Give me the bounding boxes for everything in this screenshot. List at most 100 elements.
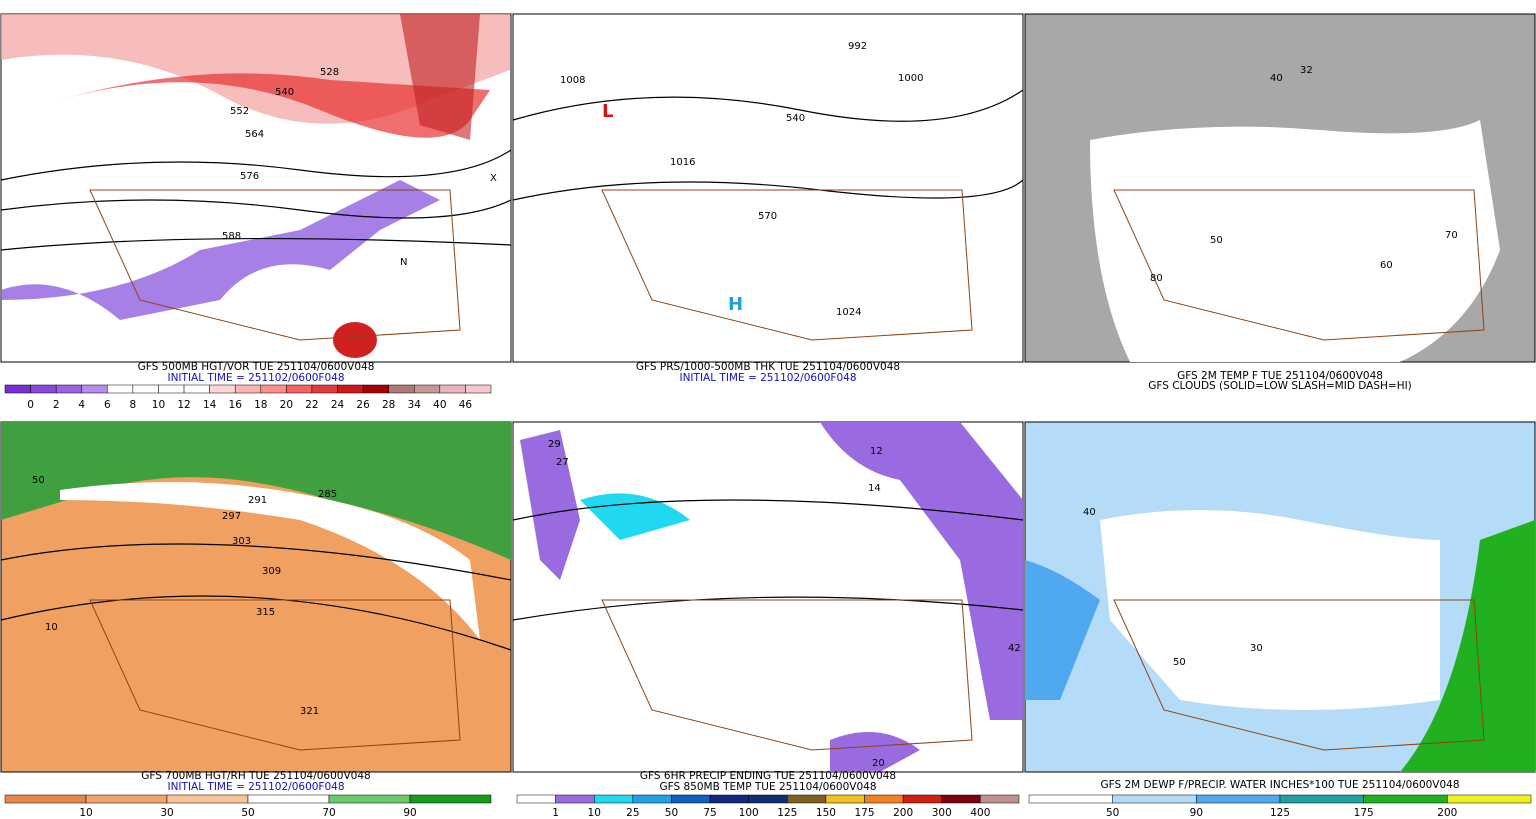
colorbar-label: 125 (777, 807, 797, 819)
colorbar-swatch (1112, 794, 1197, 804)
colorbar-swatch (81, 384, 108, 394)
colorbar-label: 10 (152, 399, 165, 411)
colorbar-label: 2 (53, 399, 60, 411)
caption: GFS 700MB HGT/RH TUE 251104/0600V048 (141, 770, 370, 782)
contour-label: 297 (222, 511, 241, 522)
colorbar-label: 300 (932, 807, 952, 819)
contours (0, 89, 1024, 651)
colorbar-label: 24 (331, 399, 345, 411)
temp-label: 29 (548, 439, 561, 450)
low-symbol: L (602, 101, 613, 122)
thickness-label: 540 (786, 113, 805, 124)
caption: INITIAL TIME = 251102/0600F048 (167, 372, 344, 384)
caption: INITIAL TIME = 251102/0600F048 (679, 372, 856, 384)
colorbar-label: 50 (1106, 807, 1119, 819)
caption: INITIAL TIME = 251102/0600F048 (167, 781, 344, 793)
caption: GFS 850MB TEMP TUE 251104/0600V048 (659, 781, 876, 793)
colorbar-swatch (1279, 794, 1364, 804)
temp-label: 70 (1445, 230, 1458, 241)
colorbar-label: 10 (79, 807, 92, 819)
colorbar-label: 175 (855, 807, 875, 819)
contour-label: 576 (240, 171, 259, 182)
colorbar-swatch (30, 384, 57, 394)
colorbar-swatch (593, 794, 634, 804)
colorbar-swatch (234, 384, 262, 394)
colorbar-swatch (4, 384, 31, 394)
colorbar-swatch (787, 794, 827, 804)
colorbar-swatch (85, 794, 168, 804)
captions: GFS 500MB HGT/VOR TUE 251104/0600V048 IN… (138, 361, 1460, 793)
colorbar-label: 200 (893, 807, 913, 819)
caption: GFS 2M TEMP F TUE 251104/0600V048 (1177, 370, 1383, 382)
temp-label: 12 (870, 446, 883, 457)
high-symbol: H (728, 294, 743, 315)
colorbar-label: 22 (305, 399, 318, 411)
colorbar-swatch (1196, 794, 1281, 804)
colorbar-swatch (864, 794, 904, 804)
dewpoint-label: 40 (1083, 507, 1096, 518)
colorbar-swatch (337, 384, 364, 394)
colorbar-swatch (328, 794, 411, 804)
colorbar-label: 175 (1354, 807, 1374, 819)
contour-label: 564 (245, 129, 264, 140)
contour-label: 291 (248, 495, 267, 506)
colorbar-label: 50 (665, 807, 678, 819)
rh-label: 50 (32, 475, 45, 486)
colorbar-swatch (286, 384, 313, 394)
temp-label: 32 (1300, 65, 1313, 76)
contour-label: 528 (320, 67, 339, 78)
colorbar-swatch (516, 794, 556, 804)
colorbar-label: 20 (280, 399, 293, 411)
colorbar-swatch (902, 794, 943, 804)
caption: GFS 2M DEWP F/PRECIP. WATER INCHES*100 T… (1100, 779, 1459, 791)
colorbar-label: 75 (703, 807, 716, 819)
colorbar-label: 28 (382, 399, 395, 411)
colorbar-swatch (166, 794, 249, 804)
colorbar-swatch (980, 794, 1020, 804)
colorbar-label: 50 (241, 807, 254, 819)
colorbar-swatch (1447, 794, 1532, 804)
colorbar-swatch (409, 794, 492, 804)
colorbar-swatch (183, 384, 210, 394)
colorbar-label: 70 (322, 807, 335, 819)
temp-label: 14 (868, 483, 881, 494)
colorbar-swatch (941, 794, 981, 804)
contour-label: 992 (848, 41, 867, 52)
colorbar-swatch (55, 384, 82, 394)
contour-label: 285 (318, 489, 337, 500)
colorbar-label: 25 (626, 807, 639, 819)
caption: GFS 6HR PRECIP ENDING TUE 251104/0600V04… (640, 770, 896, 782)
colorbar-label: 90 (1190, 807, 1203, 819)
colorbar-label: 10 (588, 807, 601, 819)
vorticity-label: N (400, 257, 407, 268)
colorbar-label: 14 (203, 399, 217, 411)
rh-label: 10 (45, 622, 58, 633)
colorbar-swatch (748, 794, 788, 804)
contour-label: 552 (230, 106, 249, 117)
colorbar-swatch (825, 794, 865, 804)
dewpoint-label: 30 (1250, 643, 1263, 654)
temp-label: 60 (1380, 260, 1393, 271)
temp-label: 20 (872, 758, 885, 769)
colorbar-swatch (362, 384, 389, 394)
colorbar-label: 16 (229, 399, 243, 411)
colorbar-swatch (632, 794, 672, 804)
contour-label: 1016 (670, 157, 695, 168)
colorbar-label: 150 (816, 807, 836, 819)
contour-label: 1008 (560, 75, 585, 86)
contour-label: 303 (232, 536, 251, 547)
contour-label: 588 (222, 231, 241, 242)
colorbar-swatch (1028, 794, 1113, 804)
colorbar-label: 40 (433, 399, 446, 411)
colorbar-swatch (671, 794, 711, 804)
colorbar-label: 400 (970, 807, 990, 819)
colorbar-swatch (158, 384, 185, 394)
colorbar-label: 26 (356, 399, 370, 411)
colorbar-label: 34 (408, 399, 422, 411)
map-labels: 528 540 552 564 576 588 N X L H 1000 100… (32, 41, 1458, 769)
vorticity-label: X (490, 173, 497, 184)
temp-label: 40 (1270, 73, 1283, 84)
caption: GFS PRS/1000-500MB THK TUE 251104/0600V0… (636, 361, 900, 373)
colorbar-label: 1 (552, 807, 559, 819)
